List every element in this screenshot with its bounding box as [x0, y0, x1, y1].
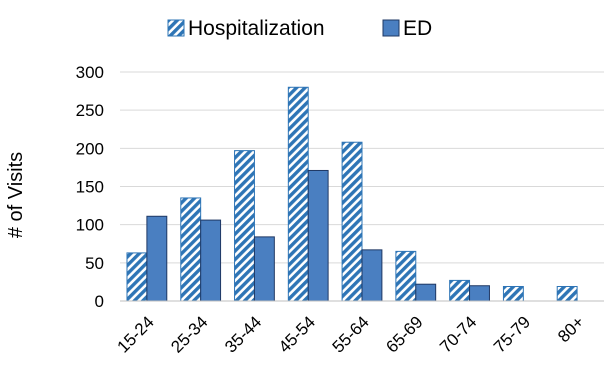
bar-ed-65-69 — [415, 283, 437, 302]
bar-hospitalization-45-54 — [287, 86, 309, 302]
bar-hospitalization-15-24 — [126, 252, 148, 302]
bar-ed-45-54 — [307, 169, 329, 302]
legend-swatch-ed — [382, 19, 400, 37]
bar-hospitalization-75-79 — [502, 285, 524, 302]
bar-ed-70-74 — [469, 285, 490, 302]
legend: Hospitalization ED — [167, 17, 432, 40]
y-tick-label: 100 — [76, 216, 104, 235]
y-tick-label: 250 — [76, 101, 104, 120]
bar-hospitalization-70-74 — [449, 279, 471, 302]
bar-hospitalization-65-69 — [395, 250, 417, 302]
x-tick-label: 55-64 — [329, 312, 373, 356]
bar-hospitalization-80plus — [556, 285, 578, 302]
bars — [126, 86, 578, 302]
x-tick-label: 35-44 — [221, 312, 265, 356]
x-tick-label: 15-24 — [114, 312, 158, 356]
bar-ed-35-44 — [253, 236, 275, 302]
legend-item-hospitalization: Hospitalization — [167, 17, 325, 40]
y-tick-label: 150 — [76, 178, 104, 197]
y-tick-label: 0 — [95, 292, 104, 311]
legend-swatch-hospitalization — [167, 19, 185, 37]
legend-label-ed: ED — [403, 17, 432, 40]
bar-hospitalization-35-44 — [234, 150, 255, 302]
legend-label-hospitalization: Hospitalization — [188, 17, 325, 40]
x-tick-label: 45-54 — [275, 312, 319, 356]
legend-item-ed: ED — [382, 17, 432, 40]
bar-ed-55-64 — [361, 249, 383, 302]
x-tick-label: 75-79 — [490, 312, 534, 356]
x-tick-label: 80+ — [554, 312, 588, 346]
y-axis-label: # of Visits — [5, 152, 27, 238]
bar-hospitalization-25-34 — [180, 197, 202, 302]
bar-hospitalization-55-64 — [341, 141, 363, 302]
y-tick-label: 300 — [76, 63, 104, 82]
bar-ed-15-24 — [146, 215, 168, 302]
bar-ed-25-34 — [200, 219, 222, 302]
x-tick-label: 70-74 — [436, 312, 480, 356]
y-tick-label: 50 — [85, 254, 104, 273]
x-tick-label: 25-34 — [167, 312, 211, 356]
x-axis-ticks: 15-24 25-34 35-44 45-54 55-64 65-69 70-74 75-79… — [114, 312, 588, 356]
y-axis-ticks: 0 50 100 150 200 250 300 — [76, 63, 104, 311]
x-tick-label: 65-69 — [382, 312, 426, 356]
y-tick-label: 200 — [76, 139, 104, 158]
